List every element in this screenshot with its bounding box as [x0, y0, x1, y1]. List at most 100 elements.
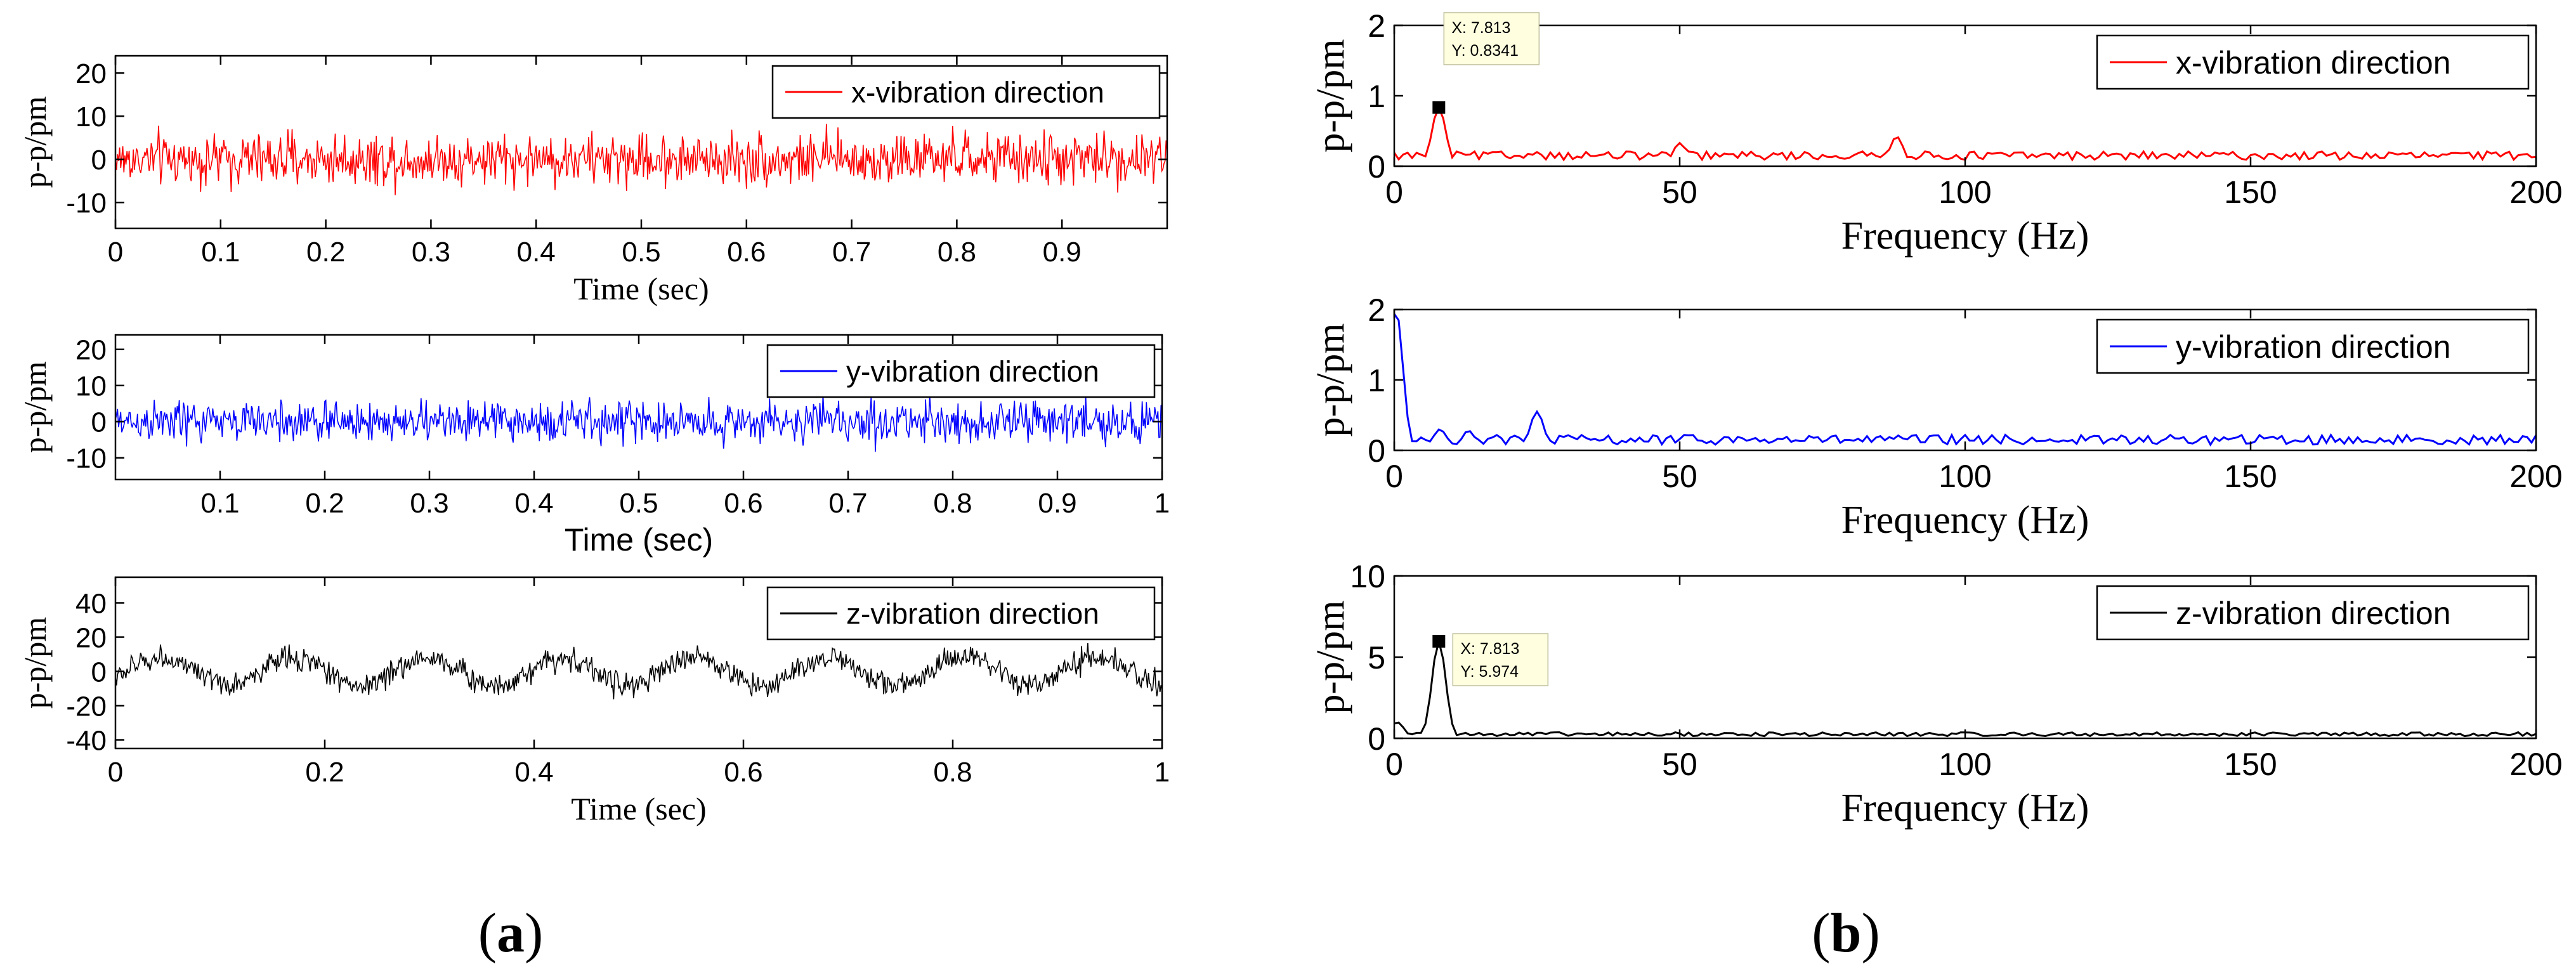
y-tick-label: 0 — [91, 656, 107, 688]
legend-a3: z-vibration direction — [766, 586, 1156, 641]
y-axis-label: p-p/pm — [1309, 600, 1352, 714]
y-tick-label: 2 — [1368, 292, 1385, 328]
legend-label: y-vibration direction — [2176, 329, 2451, 365]
datatip-marker — [1432, 101, 1446, 114]
x-axis-label: Time (sec) — [565, 522, 713, 558]
x-tick-label: 0 — [1385, 174, 1403, 210]
legend-label: z-vibration direction — [2176, 596, 2451, 631]
x-tick-label: 100 — [1939, 459, 1991, 494]
x-tick-label: 0.4 — [517, 237, 556, 268]
datatip-b3: X: 7.813 Y: 5.974 — [1432, 633, 1549, 686]
panel-label-b: (b) — [1812, 903, 1880, 964]
x-tick-label: 0.8 — [938, 237, 976, 268]
y-tick-label: 0 — [1368, 721, 1385, 757]
x-tick-label: 150 — [2224, 174, 2277, 210]
legend-label: y-vibration direction — [846, 355, 1099, 388]
y-tick-label: 10 — [1350, 559, 1385, 594]
y-tick-label: 2 — [1368, 8, 1385, 44]
x-tick-label: 0.3 — [412, 237, 450, 268]
x-tick-label: 0.8 — [933, 488, 972, 519]
y-tick-label: -10 — [66, 188, 107, 219]
y-axis-label: p-p/pm — [17, 617, 53, 709]
x-tick-label: 1 — [1154, 488, 1170, 519]
y-tick-label: 5 — [1368, 640, 1385, 676]
x-tick-label: 0.2 — [305, 488, 344, 519]
y-tick-label: 10 — [75, 371, 107, 402]
y-tick-label: 0 — [1368, 433, 1385, 469]
legend-b1: x-vibration direction — [2096, 34, 2530, 90]
x-tick-label: 100 — [1939, 174, 1991, 210]
datatip-box — [1452, 633, 1549, 686]
y-tick-label: 0 — [91, 407, 107, 438]
y-tick-label: -10 — [66, 443, 107, 474]
legend-label: x-vibration direction — [851, 76, 1104, 109]
y-axis-label: p-p/pm — [1309, 323, 1352, 436]
chart-b2: 0 50 100 150 200 0 1 2 Frequency (Hz) p-p/pm y-vib… — [1309, 292, 2563, 542]
x-tick-label: 0.1 — [201, 237, 240, 268]
x-tick-label: 100 — [1939, 747, 1991, 782]
x-tick-label: 0.9 — [1038, 488, 1076, 519]
datatip-y: Y: 5.974 — [1460, 663, 1519, 681]
y-tick-label: 0 — [1368, 149, 1385, 185]
datatip-b1: X: 7.813 Y: 0.8341 — [1432, 12, 1540, 114]
x-tick-label: 0.9 — [1043, 237, 1082, 268]
series-line-a1 — [115, 124, 1167, 195]
datatip-x: X: 7.813 — [1451, 19, 1510, 37]
x-tick-label: 0.7 — [828, 488, 867, 519]
x-tick-label: 1 — [1154, 757, 1170, 788]
x-tick-label: 0.6 — [724, 757, 762, 788]
x-tick-label: 200 — [2509, 747, 2562, 782]
x-tick-label: 0.2 — [306, 237, 345, 268]
series-line-a3 — [115, 643, 1162, 700]
y-axis-label: p-p/pm — [17, 96, 53, 188]
x-tick-label: 0 — [108, 237, 123, 268]
x-tick-label: 0.4 — [514, 757, 553, 788]
x-tick-label: 0.8 — [933, 757, 972, 788]
x-axis-label: Time (sec) — [573, 271, 709, 306]
legend-a2: y-vibration direction — [766, 344, 1156, 398]
x-tick-label: 0 — [1385, 747, 1403, 782]
y-tick-label: -40 — [66, 725, 107, 756]
datatip-marker — [1432, 635, 1446, 648]
x-tick-label: 0.1 — [200, 488, 239, 519]
legend-label: x-vibration direction — [2176, 45, 2451, 81]
datatip-box — [1443, 12, 1540, 65]
legend-label: z-vibration direction — [846, 598, 1099, 630]
x-axis-label: Frequency (Hz) — [1841, 214, 2089, 258]
y-tick-label: 10 — [75, 101, 107, 133]
chart-a2: 0.1 0.2 0.3 0.4 0.5 0.6 0.7 0.8 0.9 1 -10 0 10 20 Time… — [17, 334, 1170, 558]
x-axis-label: Frequency (Hz) — [1841, 787, 2089, 830]
x-tick-label: 0.6 — [724, 488, 762, 519]
x-axis-label: Frequency (Hz) — [1841, 499, 2089, 542]
legend-b3: z-vibration direction — [2096, 585, 2530, 641]
x-tick-label: 0.5 — [622, 237, 660, 268]
legend-a1: x-vibration direction — [771, 65, 1161, 119]
x-tick-label: 200 — [2509, 174, 2562, 210]
axes-box-a3 — [114, 576, 1163, 750]
x-tick-label: 150 — [2224, 459, 2277, 494]
y-tick-label: 20 — [75, 335, 107, 366]
x-tick-label: 50 — [1662, 747, 1697, 782]
x-tick-label: 0.4 — [514, 488, 553, 519]
chart-b1: 0 50 100 150 200 0 1 2 Frequency (Hz) p-p/pm x-vib… — [1309, 8, 2563, 258]
y-tick-label: 20 — [75, 58, 107, 89]
x-tick-label: 200 — [2509, 459, 2562, 494]
x-tick-label: 0 — [1385, 459, 1403, 494]
x-tick-label: 0.2 — [305, 757, 344, 788]
x-tick-label: 0.7 — [832, 237, 871, 268]
y-tick-label: 40 — [75, 588, 107, 619]
x-tick-label: 0.5 — [619, 488, 658, 519]
series-line-b2 — [1394, 313, 2536, 447]
panel-label-a-letter: a — [497, 903, 525, 964]
legend-box — [2096, 318, 2530, 374]
y-tick-label: 1 — [1368, 363, 1385, 398]
x-tick-label: 0.3 — [410, 488, 448, 519]
x-tick-label: 0 — [108, 757, 123, 788]
x-tick-label: 150 — [2224, 747, 2277, 782]
x-tick-label: 0.6 — [727, 237, 766, 268]
y-tick-label: 0 — [91, 145, 107, 176]
legend-box — [2096, 34, 2530, 90]
datatip-y: Y: 0.8341 — [1451, 42, 1519, 60]
y-tick-label: -20 — [66, 691, 107, 722]
